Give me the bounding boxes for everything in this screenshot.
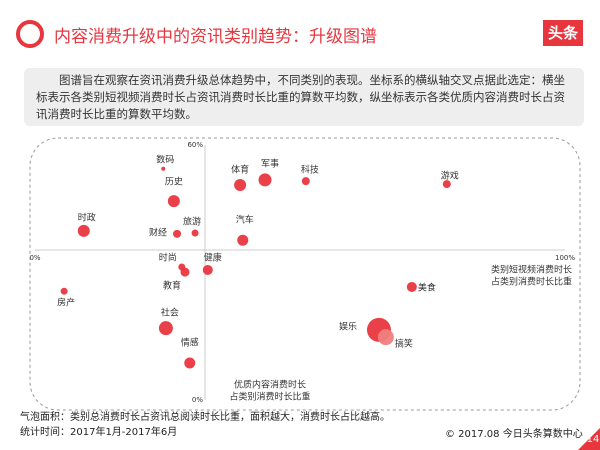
bubble [60, 287, 68, 295]
page-number-text: 14 [586, 434, 600, 445]
bubble-label: 时政 [78, 211, 96, 223]
bubble-label: 体育 [231, 163, 249, 175]
bubble-label: 美食 [418, 281, 436, 293]
bubble-label: 时尚 [159, 251, 177, 263]
logo: 头条 [543, 20, 583, 46]
bubble [158, 321, 173, 336]
period: 统计时间：2017年1月-2017年6月 [20, 427, 178, 438]
description: 图谱旨在观察在资讯消费升级总体趋势中，不同类别的表现。坐标系的横纵轴交叉点据此选… [36, 73, 565, 121]
bubble [202, 264, 213, 275]
title-icon [16, 20, 44, 48]
bubble [161, 166, 166, 171]
chart-frame [29, 137, 581, 411]
bubble [406, 281, 417, 292]
bubble-label: 数码 [156, 153, 174, 165]
bubble [258, 173, 272, 187]
bubble-label: 财经 [149, 226, 167, 238]
y-tick-label: 60% [187, 141, 203, 149]
bubble-label: 军事 [261, 157, 279, 169]
x-tick-label: 0% [29, 254, 40, 262]
bubble [301, 177, 310, 186]
description-box [24, 68, 584, 126]
bubble-label: 旅游 [183, 215, 201, 227]
bubble-label: 科技 [301, 164, 319, 176]
x-tick-label: 100% [555, 254, 575, 262]
title: 内容消费升级中的资讯类别趋势：升级图谱 [54, 27, 377, 47]
bubble-label: 游戏 [441, 170, 459, 182]
bubble-label: 汽车 [236, 214, 254, 226]
x-axis-label: 类别短视频消费时长 [491, 264, 572, 276]
copyright: © 2017.08 今日头条算数中心 [445, 429, 583, 440]
bubble-label: 教育 [163, 280, 181, 292]
bubble [442, 180, 451, 189]
bubble-label: 娱乐 [339, 320, 357, 332]
bubble [191, 229, 199, 237]
bubble-label: 社会 [161, 307, 179, 319]
bubble-label: 健康 [204, 251, 222, 263]
bubble-note: 气泡面积：类别总消费时长占资讯总阅读时长比重，面积越大，消费时长占比越高。 [20, 412, 390, 423]
y-tick-label: 0% [192, 396, 203, 404]
bubble [167, 195, 180, 208]
bubble-label: 历史 [165, 176, 183, 188]
y-axis-label: 优质内容消费时长 [234, 379, 306, 391]
bubble [237, 234, 249, 246]
bubble-label: 房产 [57, 297, 75, 309]
bubble-label: 情感 [181, 337, 199, 349]
bubble [377, 329, 394, 346]
bubble [234, 178, 247, 191]
bubble [184, 357, 196, 369]
bubble [180, 267, 190, 277]
bubble [173, 229, 182, 238]
x-axis-label: 占类别消费时长比重 [491, 276, 572, 288]
y-axis-label: 占类别消费时长比重 [229, 391, 310, 403]
bubble [77, 224, 90, 237]
bubble-label: 搞笑 [395, 338, 413, 350]
